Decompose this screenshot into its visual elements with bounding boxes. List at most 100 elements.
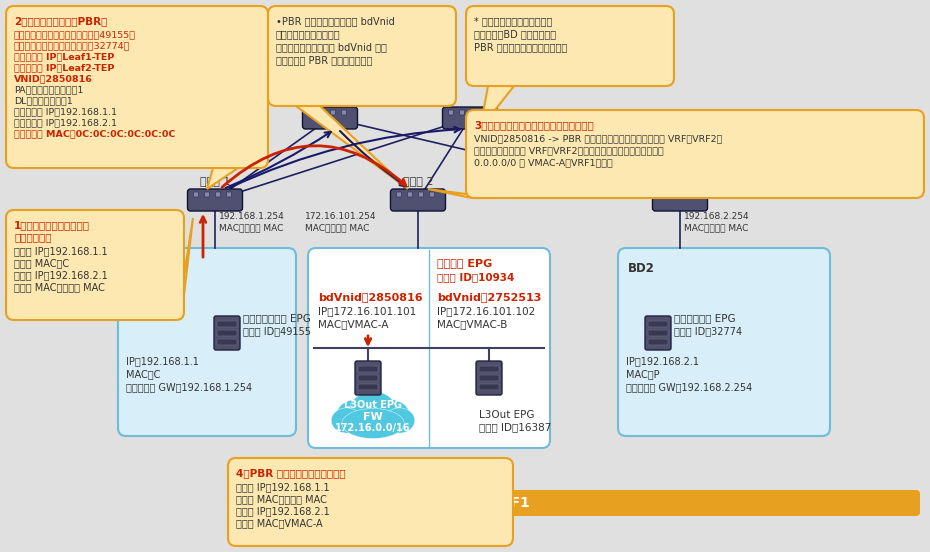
Text: リーフ 1: リーフ 1 [200,176,231,186]
FancyBboxPatch shape [358,375,378,381]
FancyBboxPatch shape [341,110,347,115]
Text: 内部送信元 IP：192.168.1.1: 内部送信元 IP：192.168.1.1 [14,107,117,116]
FancyBboxPatch shape [692,192,697,197]
FancyBboxPatch shape [227,192,232,197]
Text: 送信元 MAC：リーフ MAC: 送信元 MAC：リーフ MAC [236,494,326,504]
FancyBboxPatch shape [653,189,708,211]
Text: 172.16.0.0/16: 172.16.0.0/16 [335,423,411,433]
Text: デフォルト GW：192.168.1.254: デフォルト GW：192.168.1.254 [126,382,252,392]
FancyBboxPatch shape [309,110,313,115]
Ellipse shape [350,391,396,428]
Text: MAC：VMAC-B: MAC：VMAC-B [437,319,508,329]
FancyBboxPatch shape [217,330,237,336]
Text: リーフ 3: リーフ 3 [665,176,696,186]
Text: PBR 接続先の場合とは異なる）: PBR 接続先の場合とは異なる） [474,42,567,52]
FancyBboxPatch shape [355,361,381,395]
Text: 送信元クラス：コンシューマー（49155）: 送信元クラス：コンシューマー（49155） [14,30,136,39]
FancyBboxPatch shape [407,192,413,197]
Text: bdVnid：2850816: bdVnid：2850816 [318,292,422,302]
Polygon shape [184,218,193,295]
FancyBboxPatch shape [320,110,325,115]
Text: FW: FW [363,412,383,422]
Text: VNID：2850816: VNID：2850816 [14,74,93,83]
Text: bdVnid：2752513: bdVnid：2752513 [437,292,541,302]
Text: クラス ID：16387: クラス ID：16387 [479,422,551,432]
FancyBboxPatch shape [430,192,434,197]
Text: 3：トラフィックがサービスリーフに到達: 3：トラフィックがサービスリーフに到達 [474,120,593,130]
Text: 選択された PBR 接続先を示す。: 選択された PBR 接続先を示す。 [276,55,372,65]
FancyBboxPatch shape [214,316,240,350]
Text: VNID：2850816 -> PBR 接続先用に内部的に作成された VRF（VRF2）: VNID：2850816 -> PBR 接続先用に内部的に作成された VRF（V… [474,134,723,143]
Text: 接続先 IP：192.168.2.1: 接続先 IP：192.168.2.1 [236,506,330,516]
Text: 外部送信元 IP：Leaf1-TEP: 外部送信元 IP：Leaf1-TEP [14,52,114,61]
FancyBboxPatch shape [479,384,499,390]
Text: L3Out EPG: L3Out EPG [344,400,402,410]
Text: PA（ポリシー適用）：1: PA（ポリシー適用）：1 [14,85,84,94]
Ellipse shape [342,408,405,438]
Text: クラス ID：10934: クラス ID：10934 [437,272,514,282]
Text: MAC：リーフ MAC: MAC：リーフ MAC [305,223,369,232]
FancyBboxPatch shape [476,361,502,395]
FancyBboxPatch shape [308,248,550,448]
FancyBboxPatch shape [466,6,674,86]
FancyBboxPatch shape [618,248,830,436]
Text: IP：192.168.1.1: IP：192.168.1.1 [126,356,199,366]
Text: 4：PBR 接続先へのトラフィック: 4：PBR 接続先へのトラフィック [236,468,346,478]
FancyBboxPatch shape [358,366,378,372]
Text: トラフィック: トラフィック [14,232,51,242]
Text: MAC：P: MAC：P [626,369,659,379]
Text: 接続先 MAC：リーフ MAC: 接続先 MAC：リーフ MAC [14,282,105,292]
Polygon shape [296,106,408,189]
Text: リーフ 2: リーフ 2 [403,176,433,186]
FancyBboxPatch shape [466,110,924,198]
Text: コンシューマー EPG: コンシューマー EPG [243,313,311,323]
Text: したがって、ここでの bdVnid は、: したがって、ここでの bdVnid は、 [276,42,387,52]
FancyBboxPatch shape [217,321,237,327]
Text: IP：192.168.2.1: IP：192.168.2.1 [626,356,699,366]
FancyBboxPatch shape [6,6,268,168]
Polygon shape [207,168,238,189]
FancyBboxPatch shape [479,366,499,372]
Text: * スパインプロキシには送信: * スパインプロキシには送信 [474,16,552,26]
FancyBboxPatch shape [216,192,220,197]
FancyBboxPatch shape [645,316,671,350]
Ellipse shape [384,408,415,433]
Text: 送信元 IP：192.168.1.1: 送信元 IP：192.168.1.1 [14,246,108,256]
FancyBboxPatch shape [443,107,498,129]
FancyBboxPatch shape [482,110,486,115]
FancyBboxPatch shape [228,458,513,546]
Text: MAC：C: MAC：C [126,369,160,379]
Text: MAC：VMAC-A: MAC：VMAC-A [318,319,389,329]
FancyBboxPatch shape [217,339,237,345]
Text: 内部接続先 MAC：0C:0C:0C:0C:0C:0C: 内部接続先 MAC：0C:0C:0C:0C:0C:0C [14,129,176,138]
Polygon shape [480,86,514,129]
Text: VRF1: VRF1 [489,496,530,510]
FancyBboxPatch shape [6,210,184,320]
FancyBboxPatch shape [396,192,402,197]
FancyBboxPatch shape [268,6,456,106]
Text: プロバイダー EPG: プロバイダー EPG [674,313,736,323]
FancyBboxPatch shape [648,339,668,345]
Ellipse shape [331,408,362,433]
FancyBboxPatch shape [648,321,668,327]
Text: IP：172.16.101.101: IP：172.16.101.101 [318,306,417,316]
FancyBboxPatch shape [681,192,685,197]
FancyBboxPatch shape [391,189,445,211]
Text: 送信元 IP：192.168.1.1: 送信元 IP：192.168.1.1 [236,482,329,492]
Text: クラス ID：49155: クラス ID：49155 [243,326,311,336]
Text: が割り当てられている。: が割り当てられている。 [276,29,340,39]
FancyBboxPatch shape [358,384,378,390]
FancyBboxPatch shape [471,110,475,115]
FancyBboxPatch shape [228,490,920,516]
Text: 接続先 MAC：VMAC-A: 接続先 MAC：VMAC-A [236,518,323,528]
Ellipse shape [369,400,410,433]
FancyBboxPatch shape [118,248,296,436]
Text: 0.0.0.0/0 は VMAC-A（VRF1）経由: 0.0.0.0/0 は VMAC-A（VRF1）経由 [474,158,613,167]
Text: 172.16.101.254: 172.16.101.254 [305,212,377,221]
Ellipse shape [336,400,377,433]
Text: IP：172.16.101.102: IP：172.16.101.102 [437,306,536,316]
FancyBboxPatch shape [302,107,357,129]
Text: 1：コンシューマーからの: 1：コンシューマーからの [14,220,90,230]
Text: クラス ID：32774: クラス ID：32774 [674,326,742,336]
Text: BD1: BD1 [128,262,155,275]
